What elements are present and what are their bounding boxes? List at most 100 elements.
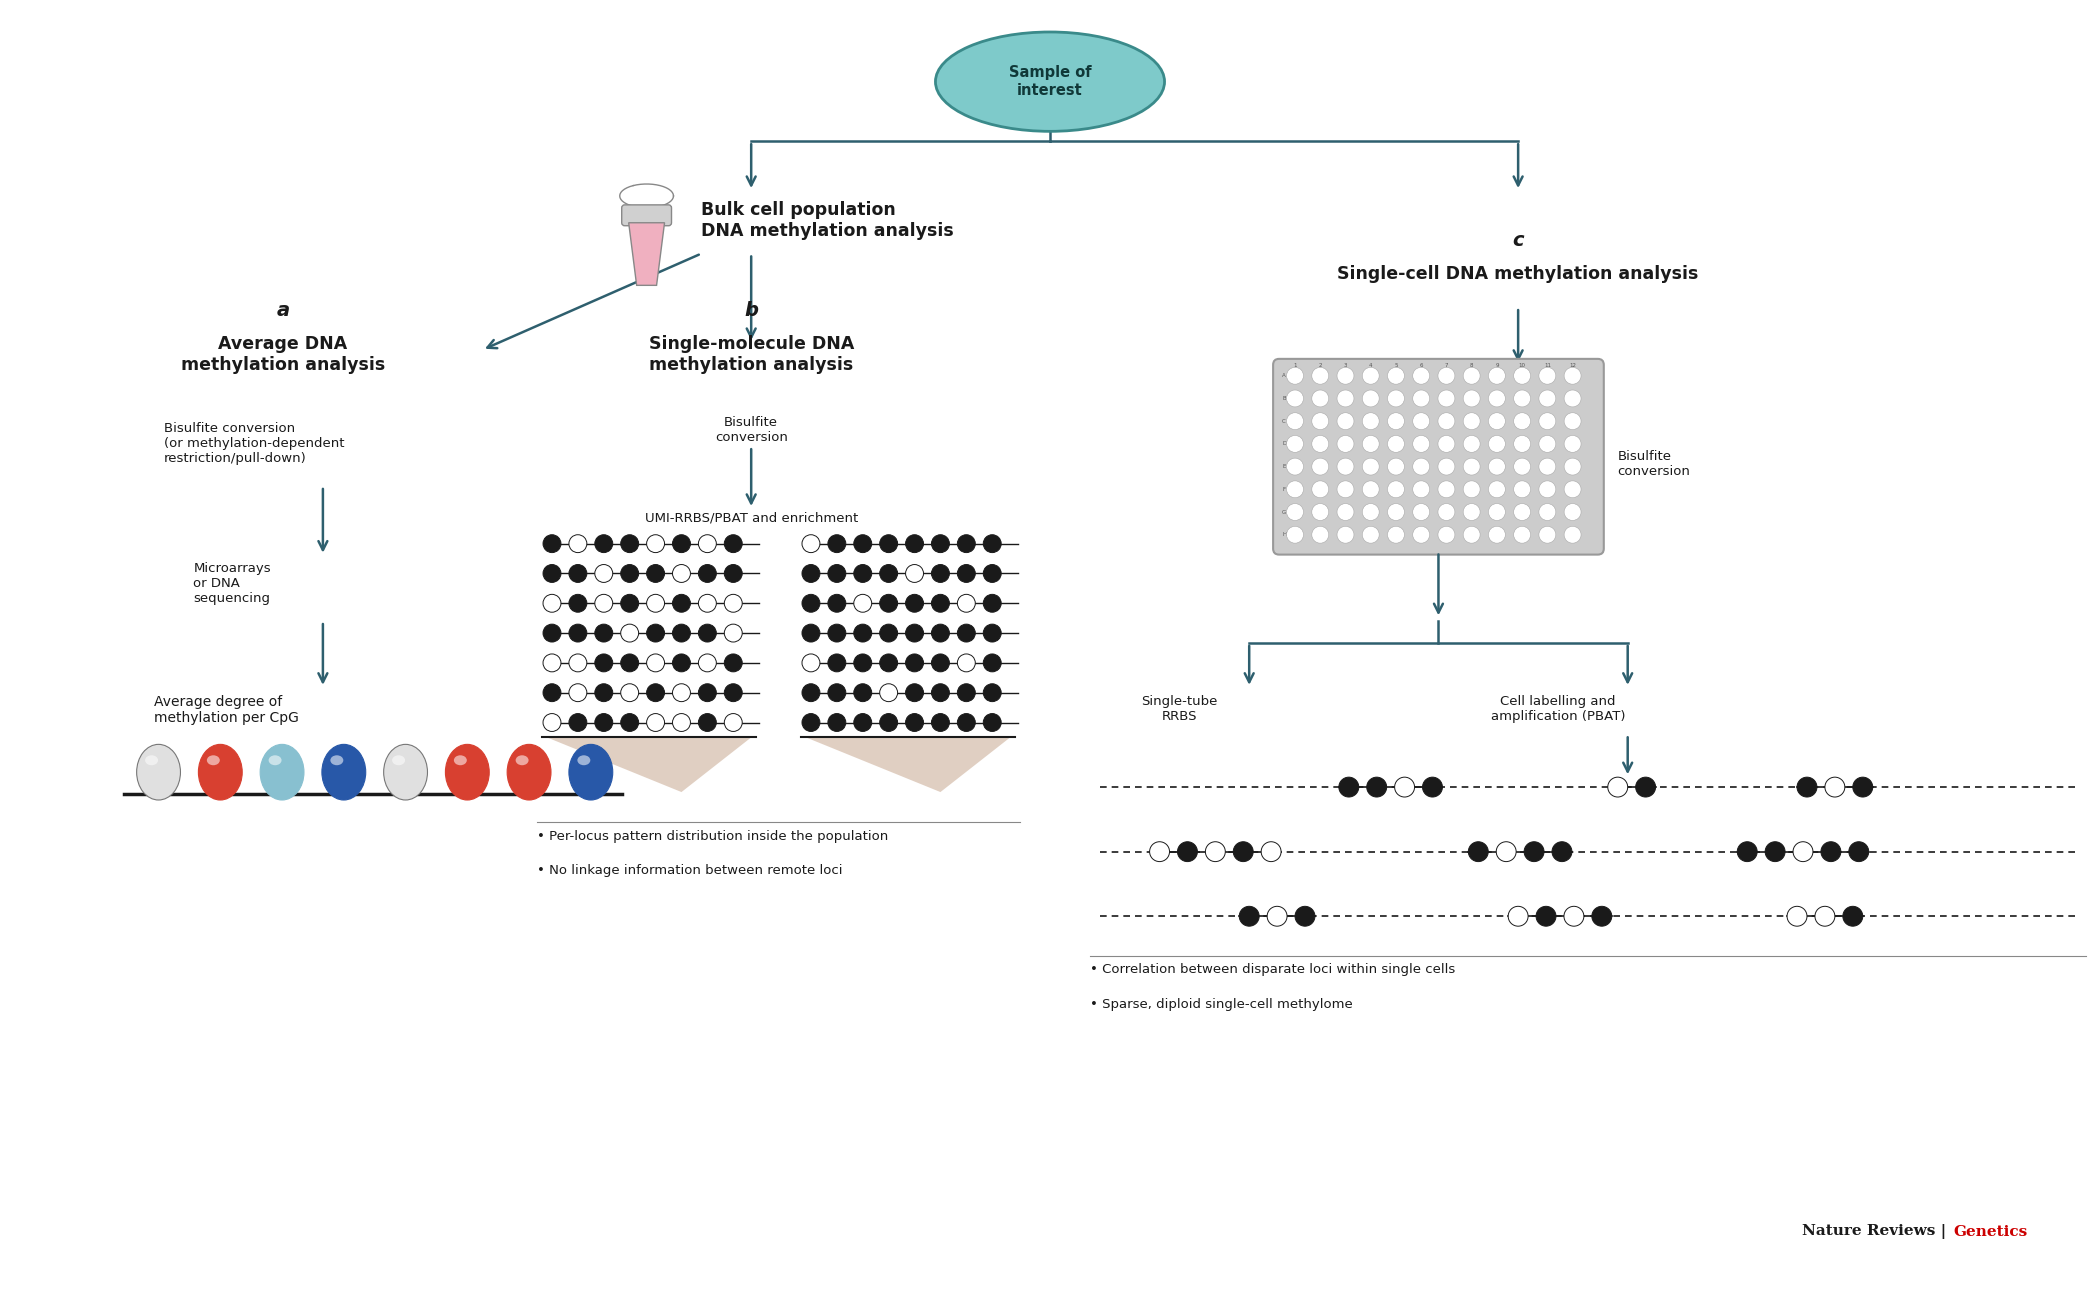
Circle shape <box>1514 367 1531 384</box>
Circle shape <box>672 595 691 612</box>
Circle shape <box>594 654 613 672</box>
Circle shape <box>1413 412 1430 429</box>
Circle shape <box>1413 390 1430 407</box>
Circle shape <box>1525 842 1544 861</box>
Ellipse shape <box>384 745 428 800</box>
Circle shape <box>544 565 561 582</box>
Circle shape <box>1844 906 1863 926</box>
Circle shape <box>724 714 741 732</box>
Circle shape <box>1262 842 1281 861</box>
Text: UMI-RRBS/PBAT and enrichment: UMI-RRBS/PBAT and enrichment <box>645 512 857 525</box>
Circle shape <box>1312 526 1329 543</box>
Text: Bulk cell population
DNA methylation analysis: Bulk cell population DNA methylation ana… <box>701 202 953 240</box>
Circle shape <box>983 565 1002 582</box>
Circle shape <box>1814 906 1835 926</box>
Circle shape <box>622 684 638 702</box>
Circle shape <box>1495 842 1516 861</box>
Circle shape <box>1438 390 1455 407</box>
Circle shape <box>699 625 716 643</box>
Circle shape <box>699 535 716 552</box>
Circle shape <box>1363 503 1380 521</box>
Circle shape <box>1539 458 1556 475</box>
Circle shape <box>958 714 974 732</box>
Circle shape <box>1539 481 1556 498</box>
Circle shape <box>932 535 949 552</box>
Circle shape <box>594 535 613 552</box>
Text: C: C <box>1283 419 1285 424</box>
Circle shape <box>1737 842 1758 861</box>
Circle shape <box>594 625 613 643</box>
Circle shape <box>1413 503 1430 521</box>
Circle shape <box>622 714 638 732</box>
Circle shape <box>802 535 819 552</box>
Text: D: D <box>1283 441 1287 446</box>
Circle shape <box>1287 390 1304 407</box>
Circle shape <box>1312 436 1329 453</box>
Circle shape <box>1539 436 1556 453</box>
Circle shape <box>724 595 741 612</box>
Circle shape <box>1388 526 1405 543</box>
Circle shape <box>569 535 586 552</box>
Circle shape <box>724 535 741 552</box>
Text: Bisulfite conversion
(or methylation-dependent
restriction/pull-down): Bisulfite conversion (or methylation-dep… <box>164 423 344 465</box>
Circle shape <box>1464 526 1480 543</box>
Circle shape <box>983 654 1002 672</box>
Circle shape <box>1388 481 1405 498</box>
Circle shape <box>983 684 1002 702</box>
Text: Single-cell DNA methylation analysis: Single-cell DNA methylation analysis <box>1338 265 1699 283</box>
Text: • Sparse, diploid single-cell methylome: • Sparse, diploid single-cell methylome <box>1090 998 1352 1011</box>
Circle shape <box>1539 367 1556 384</box>
Circle shape <box>1438 526 1455 543</box>
Circle shape <box>544 595 561 612</box>
Text: 2: 2 <box>1319 363 1323 367</box>
Circle shape <box>802 595 819 612</box>
Circle shape <box>672 565 691 582</box>
Circle shape <box>1539 390 1556 407</box>
Circle shape <box>544 684 561 702</box>
Circle shape <box>802 684 819 702</box>
Circle shape <box>1149 842 1170 861</box>
Text: Bisulfite
conversion: Bisulfite conversion <box>1617 450 1690 478</box>
Circle shape <box>1564 390 1581 407</box>
Circle shape <box>1205 842 1224 861</box>
Circle shape <box>1338 503 1354 521</box>
Circle shape <box>1312 458 1329 475</box>
Circle shape <box>827 625 846 643</box>
Circle shape <box>1798 777 1816 796</box>
Circle shape <box>880 654 897 672</box>
Polygon shape <box>806 737 1010 793</box>
Circle shape <box>1539 526 1556 543</box>
Circle shape <box>1766 842 1785 861</box>
Circle shape <box>1564 481 1581 498</box>
Circle shape <box>983 714 1002 732</box>
Circle shape <box>932 714 949 732</box>
Circle shape <box>672 535 691 552</box>
Text: • Correlation between disparate loci within single cells: • Correlation between disparate loci wit… <box>1090 963 1455 976</box>
Circle shape <box>1422 777 1443 796</box>
Text: 4: 4 <box>1369 363 1373 367</box>
Circle shape <box>1564 503 1581 521</box>
Circle shape <box>1489 367 1506 384</box>
Circle shape <box>594 714 613 732</box>
Ellipse shape <box>197 745 242 800</box>
Circle shape <box>1514 436 1531 453</box>
Circle shape <box>855 625 872 643</box>
Circle shape <box>958 654 974 672</box>
Circle shape <box>594 595 613 612</box>
Circle shape <box>672 625 691 643</box>
Text: Sample of
interest: Sample of interest <box>1008 66 1092 98</box>
Circle shape <box>905 625 924 643</box>
Circle shape <box>1338 367 1354 384</box>
Circle shape <box>1514 458 1531 475</box>
Circle shape <box>855 565 872 582</box>
Ellipse shape <box>208 755 220 765</box>
Circle shape <box>1564 906 1583 926</box>
Circle shape <box>622 625 638 643</box>
FancyBboxPatch shape <box>1273 359 1604 555</box>
Circle shape <box>1296 906 1315 926</box>
Ellipse shape <box>330 755 342 765</box>
Circle shape <box>1287 458 1304 475</box>
Circle shape <box>855 535 872 552</box>
Circle shape <box>932 565 949 582</box>
Text: • Per-locus pattern distribution inside the population: • Per-locus pattern distribution inside … <box>538 830 888 843</box>
